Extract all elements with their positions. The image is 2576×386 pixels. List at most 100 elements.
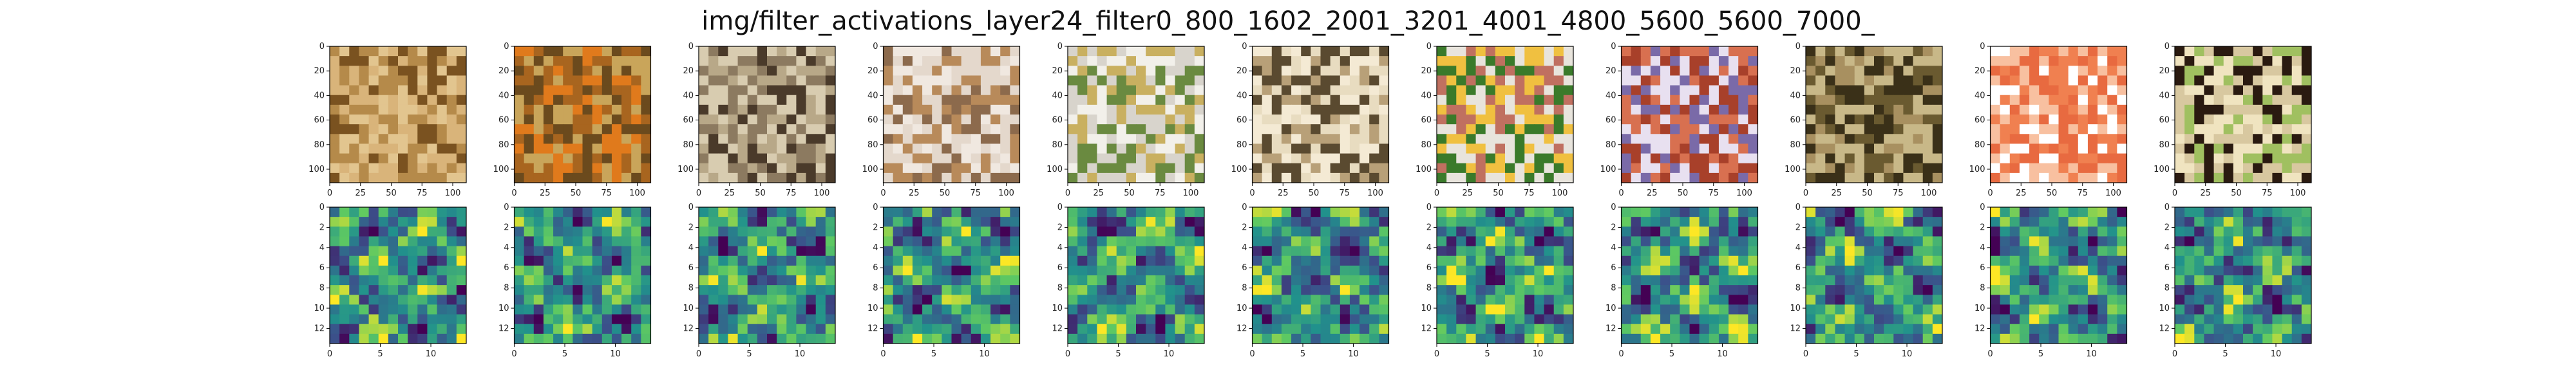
miso-soup-photo-cell xyxy=(2243,104,2253,115)
bread-photo-cell xyxy=(368,46,379,57)
deviled-egg-plate-photo-cell xyxy=(1155,95,1166,106)
activation-cell xyxy=(1825,207,1835,217)
activation-cell xyxy=(718,314,728,325)
activation-cell xyxy=(1844,246,1855,257)
salmon-sashimi-photo-cell xyxy=(2009,75,2020,86)
kiwi-orange-photo-cell xyxy=(543,153,554,164)
miso-soup-photo-cell xyxy=(2204,163,2215,174)
activation-cell xyxy=(1252,236,1263,247)
macaron-photo-cell xyxy=(932,95,942,106)
deviled-egg-plate-photo-cell xyxy=(1146,134,1156,144)
activation-cell xyxy=(1485,207,1496,217)
activation-cell xyxy=(932,295,942,305)
activation-cell xyxy=(378,304,389,315)
french-fries-photo-cell xyxy=(1369,172,1379,183)
activation-cell xyxy=(1553,304,1564,315)
miso-soup-photo-cell xyxy=(2233,85,2244,96)
fried-rice-photo-cell xyxy=(1922,172,1933,183)
activation-cell xyxy=(825,236,836,247)
activation-cell xyxy=(553,207,564,217)
activation-cell xyxy=(1748,217,1758,227)
activation-cell xyxy=(2282,226,2293,237)
activation-cell xyxy=(2049,285,2059,295)
steak-broccoli-plate-photo-cell xyxy=(1553,104,1564,115)
activation-cell xyxy=(1466,275,1477,286)
deviled-egg-plate-photo-cell xyxy=(1097,56,1108,66)
activation-cell xyxy=(398,226,408,237)
activation-cell xyxy=(2087,333,2098,344)
heatmap-panel-ytick-label: 2 xyxy=(504,223,509,232)
activation-cell xyxy=(1106,333,1117,344)
activation-cell xyxy=(932,285,942,295)
activation-cell xyxy=(1379,304,1389,315)
activation-cell xyxy=(708,246,719,257)
activation-cell xyxy=(1000,285,1010,295)
activation-cell xyxy=(543,217,554,227)
miso-soup-photo-cell xyxy=(2253,143,2263,154)
activation-cell xyxy=(388,275,399,286)
deviled-egg-plate-photo-cell xyxy=(1175,95,1186,106)
fried-rice-photo-cell xyxy=(1825,85,1835,96)
activation-cell xyxy=(1106,295,1117,305)
french-fries-photo-cell xyxy=(1330,172,1341,183)
activation-cell xyxy=(777,265,787,276)
activation-cell xyxy=(1262,226,1273,237)
activation-cell xyxy=(339,333,350,344)
macaron-photo-cell xyxy=(961,115,972,125)
miso-soup-photo-cell xyxy=(2301,124,2312,134)
kiwi-orange-photo-cell xyxy=(533,153,544,164)
kiwi-orange-photo-cell xyxy=(582,115,593,125)
activation-cell xyxy=(1544,333,1555,344)
activation-cell xyxy=(942,217,952,227)
activation-cell xyxy=(1913,226,1924,237)
activation-cell xyxy=(1320,246,1331,257)
activation-cell xyxy=(1680,265,1690,276)
steak-broccoli-plate-photo-cell xyxy=(1485,143,1496,154)
macaron-photo-cell xyxy=(902,172,913,183)
activation-cell xyxy=(1670,304,1680,315)
activation-cell xyxy=(2253,314,2263,325)
bread-photo-cell xyxy=(330,115,340,125)
image-panel-xtick-label: 25 xyxy=(2200,188,2211,198)
spaghetti-photo-cell xyxy=(1680,153,1690,164)
salmon-sashimi-photo-cell xyxy=(2117,104,2127,115)
activation-cell xyxy=(1340,324,1350,335)
activation-cell xyxy=(1068,246,1078,257)
activation-cell xyxy=(1515,246,1525,257)
deviled-egg-plate-photo-cell xyxy=(1146,124,1156,134)
french-fries-photo-cell xyxy=(1379,134,1389,144)
miso-soup-photo-cell xyxy=(2213,56,2224,66)
activation-cell xyxy=(2107,246,2117,257)
activation-cell xyxy=(1330,226,1341,237)
spaghetti-photo-cell xyxy=(1621,46,1632,57)
steak-broccoli-plate-photo-cell xyxy=(1466,115,1477,125)
fried-rice-photo-cell xyxy=(1844,95,1855,106)
activation-cell xyxy=(378,285,389,295)
activation-cell xyxy=(2039,265,2049,276)
kiwi-orange-photo-cell xyxy=(601,124,612,134)
salmon-sashimi-photo-cell xyxy=(2107,143,2117,154)
heatmap-panel-xtick-label: 5 xyxy=(562,349,567,359)
miso-soup-photo-cell xyxy=(2184,56,2195,66)
deviled-egg-plate-photo-cell xyxy=(1087,56,1097,66)
activation-cell xyxy=(1330,304,1341,315)
activation-cell xyxy=(747,314,758,325)
image-panel-ytick-label: 60 xyxy=(1236,116,1247,125)
activation-cell xyxy=(1349,255,1360,266)
salmon-sashimi-photo-cell xyxy=(2087,66,2098,76)
cheese-platter-photo-cell xyxy=(796,134,807,144)
activation-cell xyxy=(902,226,913,237)
deviled-egg-plate-photo-cell xyxy=(1175,172,1186,183)
activation-cell xyxy=(2262,207,2273,217)
steak-broccoli-plate-photo-cell xyxy=(1495,66,1506,76)
activation-cell xyxy=(2039,255,2049,266)
activation-cell xyxy=(592,304,603,315)
activation-cell xyxy=(1563,333,1574,344)
activation-cell xyxy=(641,285,651,295)
activation-cell xyxy=(641,226,651,237)
activation-cell xyxy=(767,236,777,247)
spaghetti-photo-cell xyxy=(1699,143,1710,154)
activation-cell xyxy=(1116,217,1127,227)
image-panel-xtick-label: 25 xyxy=(1647,188,1658,198)
miso-soup-photo-cell xyxy=(2243,75,2253,86)
